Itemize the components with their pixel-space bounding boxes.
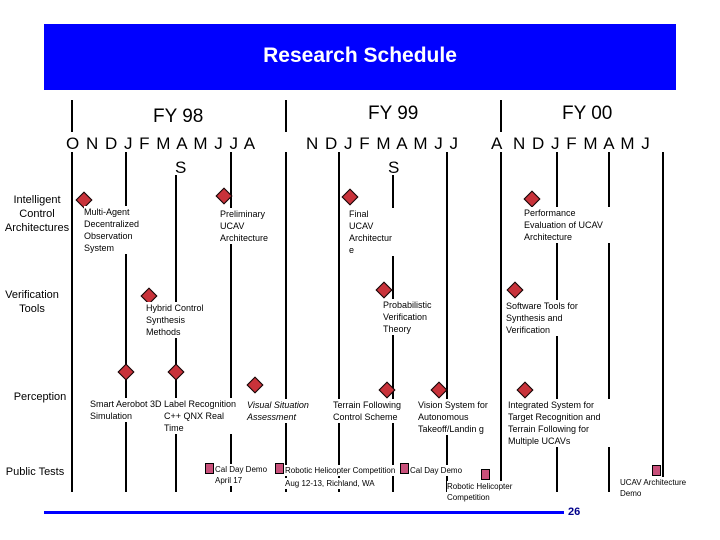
title-banner: Research Schedule: [44, 24, 676, 90]
year-divider: [285, 100, 287, 132]
public-test-cal-day-1-date: April 17: [215, 475, 243, 486]
months-fy99-end: A: [491, 134, 504, 153]
public-test-robotic-heli-2: Robotic Helicopter Competition: [447, 481, 529, 503]
milestone-diamond: [341, 188, 359, 206]
timeline-line: [446, 152, 448, 492]
timeline-line: [662, 152, 664, 492]
milestone-software-tools: Software Tools for Synthesis and Verific…: [506, 300, 598, 336]
page-title: Research Schedule: [263, 44, 457, 67]
month-suffix-1: S: [175, 158, 187, 177]
milestone-diamond: [430, 381, 448, 399]
timeline-line: [71, 152, 73, 492]
milestone-performance: Performance Evaluation of UCAV Architect…: [524, 207, 620, 243]
timeline-line: [125, 152, 127, 492]
public-test-ucav-demo: UCAV Architecture Demo: [620, 477, 700, 499]
public-test-marker: [652, 465, 661, 476]
month-suffix-2: S: [388, 158, 400, 177]
fy-99-label: FY 99: [368, 103, 419, 124]
milestone-final: Final UCAV Architectur e: [349, 208, 395, 256]
months-fy98: O N D J F M A M J J A: [66, 134, 257, 153]
public-test-robotic-heli-1-date: Aug 12-13, Richland, WA: [285, 478, 375, 489]
year-divider: [500, 100, 502, 132]
public-test-robotic-heli-1: Robotic Helicopter Competition: [285, 465, 396, 476]
fy-98-label: FY 98: [153, 106, 204, 127]
milestone-probabilistic: Probabilistic Verification Theory: [383, 299, 443, 335]
months-fy00: N D J F M A M J: [513, 134, 651, 153]
public-test-marker: [205, 463, 214, 474]
row-label-intelligent-control: Intelligent Control Architectures: [4, 194, 70, 234]
public-test-marker: [481, 469, 490, 480]
milestone-preliminary: Preliminary UCAV Architecture: [220, 208, 282, 244]
footer-bar: [44, 511, 564, 514]
timeline-line: [230, 152, 232, 492]
milestone-vision-system: Vision System for Autonomous Takeoff/Lan…: [418, 399, 488, 435]
milestone-multi-agent: Multi-Agent Decentralized Observation Sy…: [84, 206, 148, 254]
milestone-diamond: [516, 381, 534, 399]
timeline-line: [285, 152, 287, 492]
milestone-integrated-system: Integrated System for Target Recognition…: [508, 399, 618, 447]
milestone-diamond: [117, 363, 135, 381]
months-fy99: N D J F M A M J J: [306, 134, 460, 153]
year-divider: [71, 100, 73, 132]
page-number: 26: [568, 506, 581, 518]
milestone-hybrid: Hybrid Control Synthesis Methods: [146, 302, 216, 338]
public-test-cal-day-2: Cal Day Demo: [410, 465, 463, 476]
milestone-diamond: [167, 363, 185, 381]
public-test-cal-day-1: Cal Day Demo: [215, 464, 268, 475]
fy-00-label: FY 00: [562, 103, 613, 124]
milestone-diamond: [246, 376, 264, 394]
timeline-line: [500, 152, 502, 492]
row-label-perception: Perception: [13, 391, 67, 403]
milestone-diamond: [375, 281, 393, 299]
milestone-visual-situation: Visual Situation Assessment: [247, 399, 321, 423]
milestone-diamond: [506, 281, 524, 299]
milestone-smart-aerobot: Smart Aerobot 3D Simulation: [90, 398, 164, 422]
timeline-line: [608, 152, 610, 492]
row-label-public-tests: Public Tests: [5, 466, 65, 478]
milestone-diamond: [523, 190, 541, 208]
row-label-verification: Verification Tools: [5, 289, 59, 315]
milestone-terrain-following: Terrain Following Control Scheme: [333, 399, 411, 423]
public-test-marker: [400, 463, 409, 474]
milestone-label-recognition: Label Recognition C++ QNX Real Time: [164, 398, 238, 434]
timeline-line: [338, 152, 340, 492]
public-test-marker: [275, 463, 284, 474]
